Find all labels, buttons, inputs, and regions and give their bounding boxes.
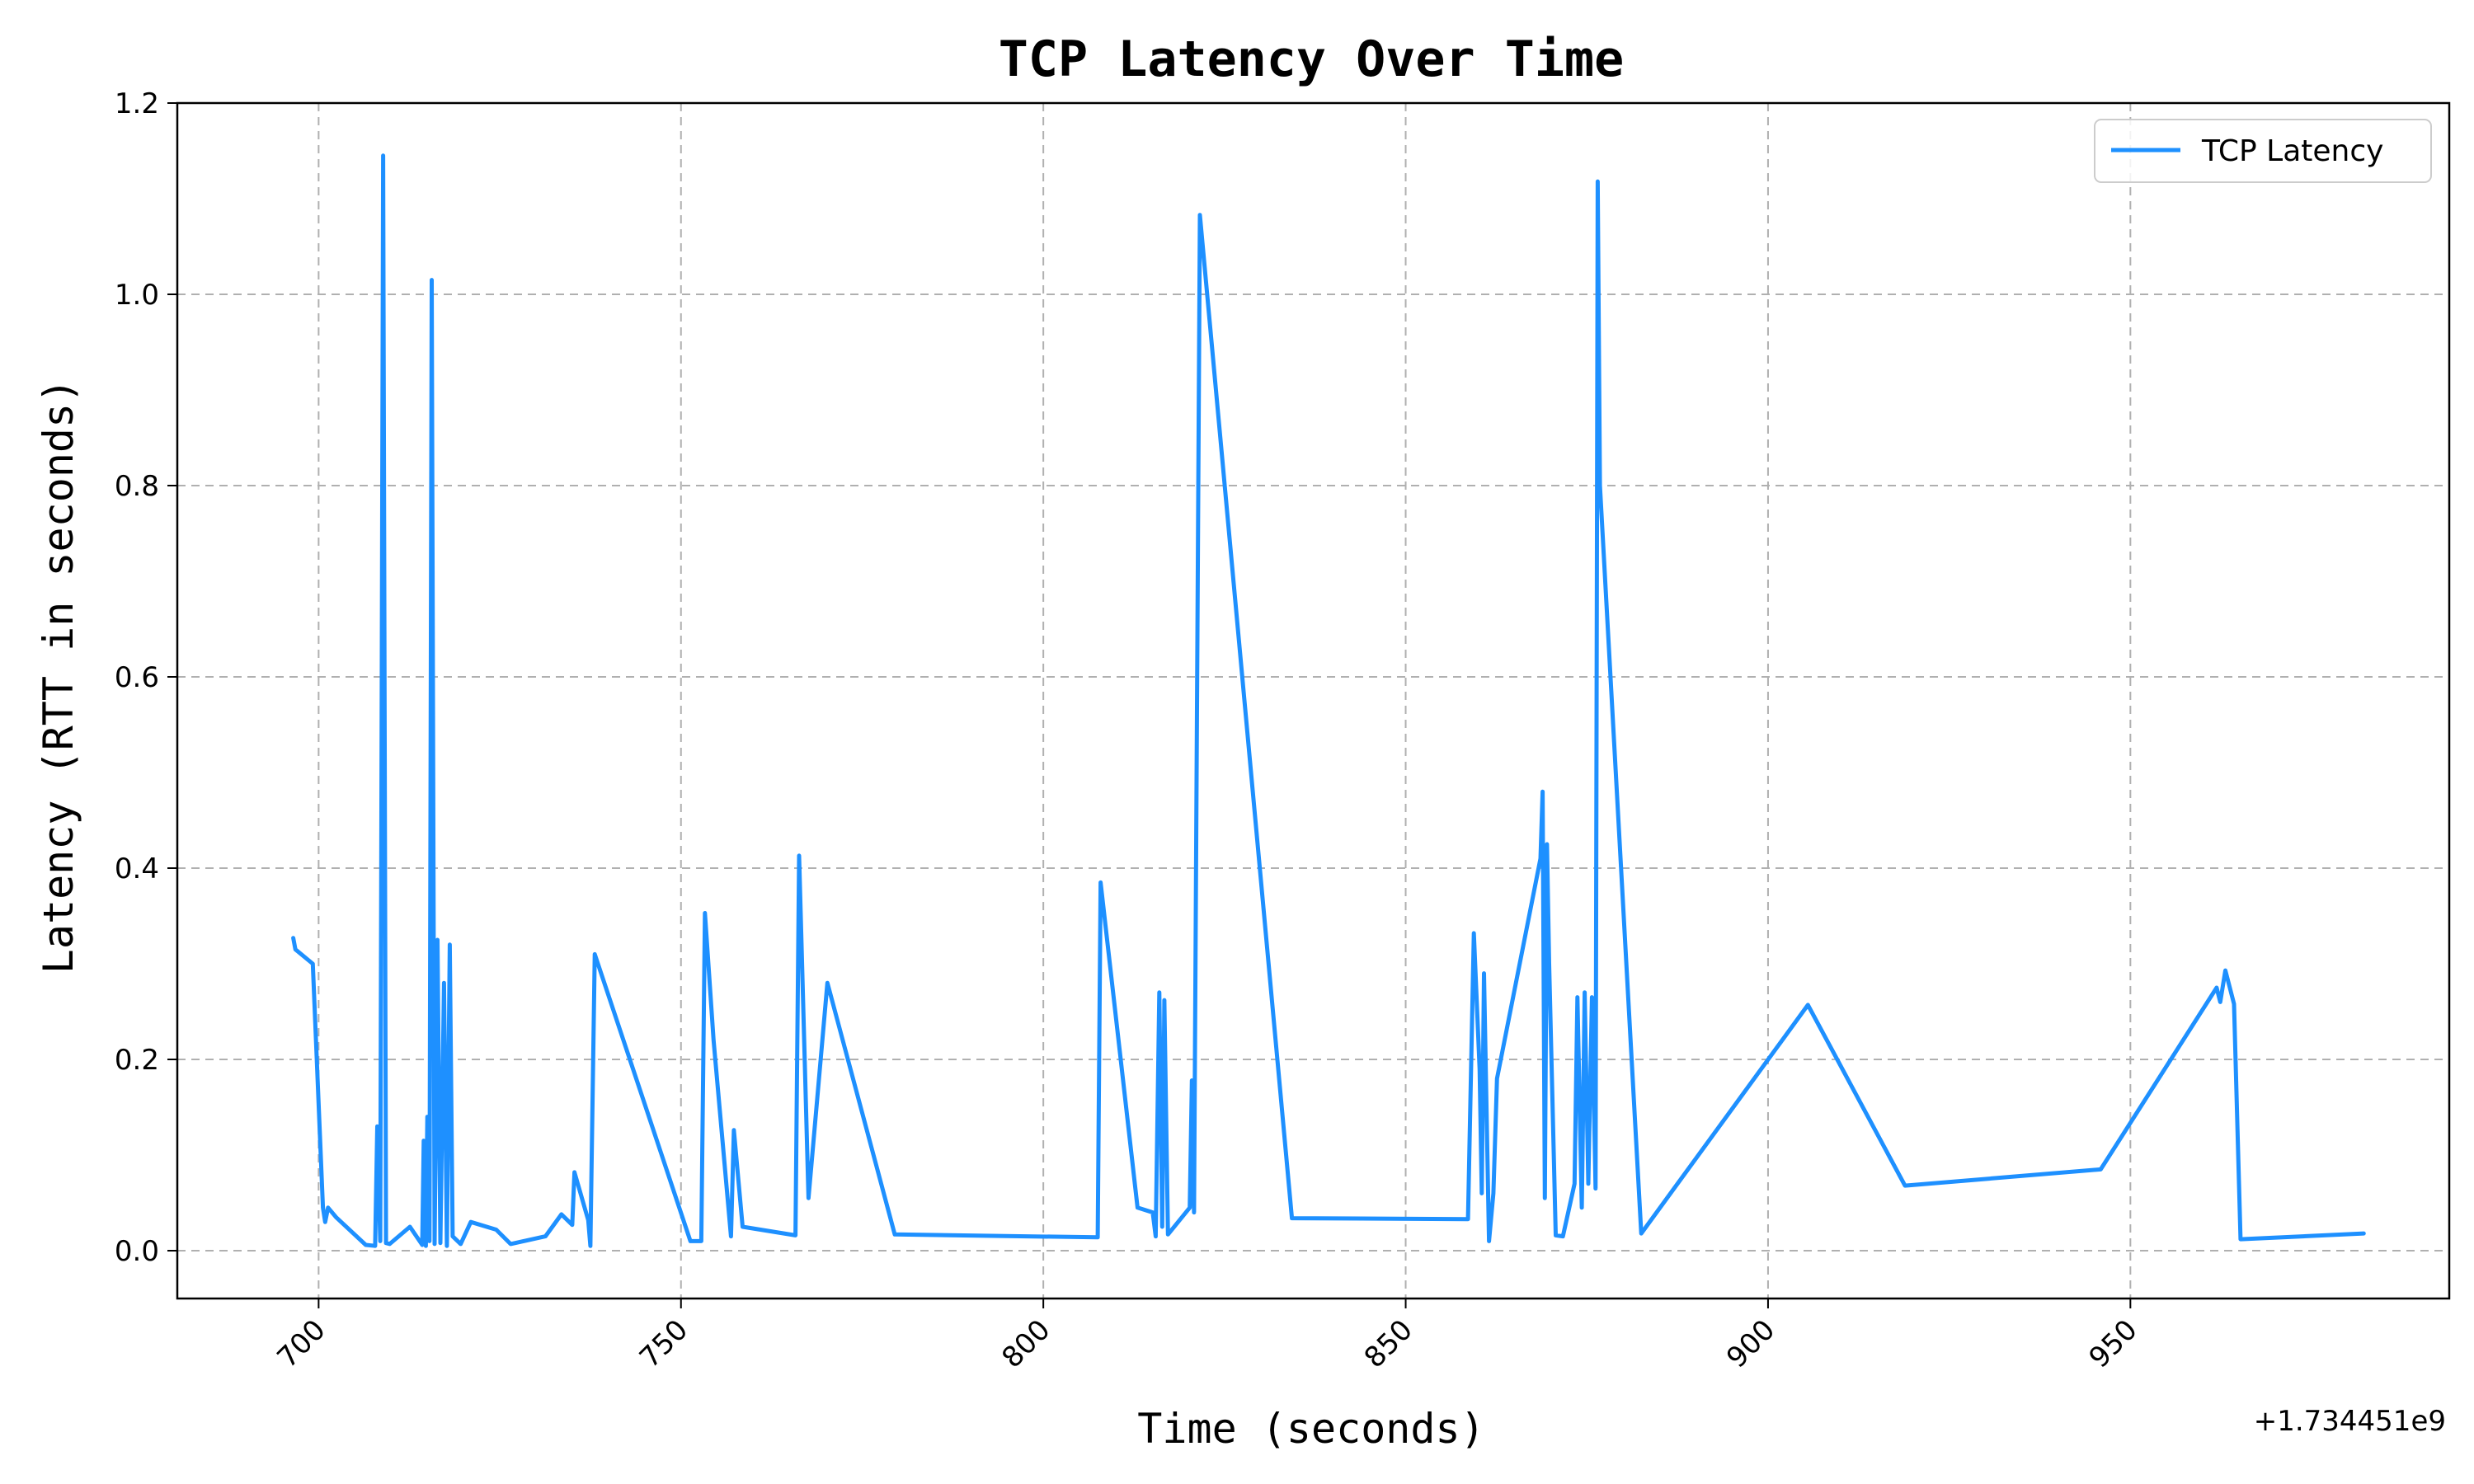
y-tick-label: 0.2 — [115, 1044, 159, 1077]
y-tick-label: 0.0 — [115, 1235, 159, 1268]
x-tick-label: 950 — [2083, 1313, 2144, 1374]
y-tick-label: 1.0 — [115, 279, 159, 312]
y-tick-label: 0.8 — [115, 470, 159, 503]
x-tick-label: 750 — [633, 1313, 694, 1374]
plot-line-layer — [291, 153, 2366, 1248]
x-axis-offset-label: +1.734451e9 — [2254, 1405, 2446, 1438]
legend-box — [2094, 119, 2432, 183]
x-tick-label: 850 — [1358, 1313, 1419, 1374]
x-axis-ticks: 700 750 800 850 900 950 — [271, 1298, 2144, 1374]
legend-label-tcp-latency: TCP Latency — [2201, 134, 2383, 168]
y-tick-label: 1.2 — [115, 87, 159, 120]
x-tick-label: 700 — [271, 1313, 332, 1374]
chart-title: TCP Latency Over Time — [999, 31, 1625, 88]
x-tick-label: 900 — [1720, 1313, 1781, 1374]
legend: TCP Latency — [2094, 119, 2432, 183]
y-tick-label: 0.6 — [115, 661, 159, 694]
y-axis-label: Latency (RTT in seconds) — [35, 378, 82, 974]
y-axis-ticks: 0.0 0.2 0.4 0.6 0.8 1.0 1.2 — [115, 87, 177, 1268]
y-tick-label: 0.4 — [115, 852, 159, 885]
series-line-tcp-latency — [291, 153, 2366, 1248]
x-tick-label: 800 — [995, 1313, 1056, 1374]
gridlines — [177, 102, 2449, 1298]
x-axis-label: Time (seconds) — [1137, 1405, 1484, 1453]
plot-area — [176, 101, 2451, 1300]
